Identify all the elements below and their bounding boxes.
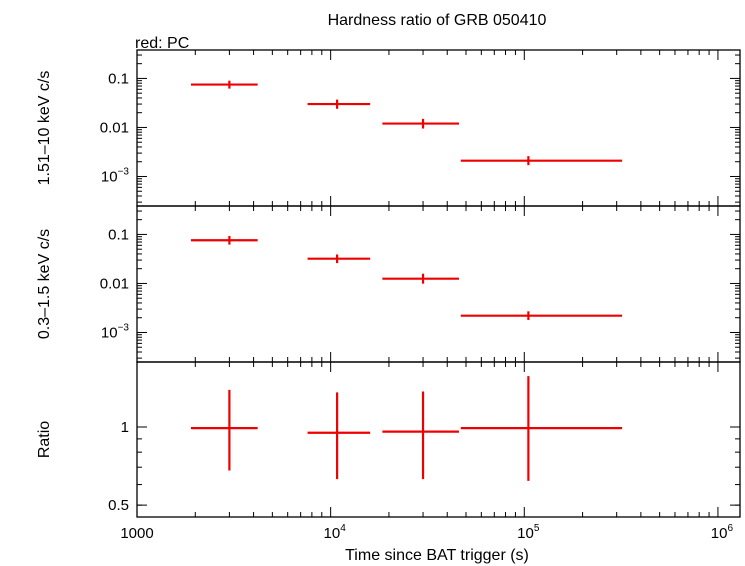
y-axis-label: 0.3–1.5 keV c/s [36, 229, 53, 339]
y-tick-label: 1 [121, 419, 129, 436]
y-tick-label: 10−3 [101, 166, 130, 185]
x-tick-label: 1000 [120, 525, 153, 542]
x-axis-label: Time since BAT trigger (s) [345, 547, 529, 564]
panel-soft-band: 0.1 0.01 10−3 0.3–1.5 keV c/s [36, 205, 741, 363]
y-tick-label: 0.1 [108, 226, 129, 243]
y-tick-label: 0.1 [108, 70, 129, 87]
x-tick-label: 106 [711, 523, 734, 542]
y-tick-label: 10−3 [101, 322, 130, 341]
y-tick-label: 0.01 [100, 275, 129, 292]
chart-subtitle: red: PC [135, 35, 189, 52]
y-axis-label: 1.51–10 keV c/s [36, 71, 53, 186]
x-tick-label: 105 [517, 523, 540, 542]
panel-frame [136, 361, 741, 518]
panel-frame [136, 49, 741, 207]
panel-frame [136, 205, 741, 363]
y-tick-label: 0.5 [108, 497, 129, 514]
panel-ratio: 1 0.5 Ratio 1000 104 105 106 [36, 361, 741, 542]
chart-title: Hardness ratio of GRB 050410 [328, 12, 547, 29]
x-tick-label: 104 [324, 523, 347, 542]
panel-hard-band: 0.1 0.01 10−3 1.51–10 keV c/s [36, 49, 741, 207]
y-axis-label: Ratio [36, 421, 53, 458]
y-tick-label: 0.01 [100, 119, 129, 136]
